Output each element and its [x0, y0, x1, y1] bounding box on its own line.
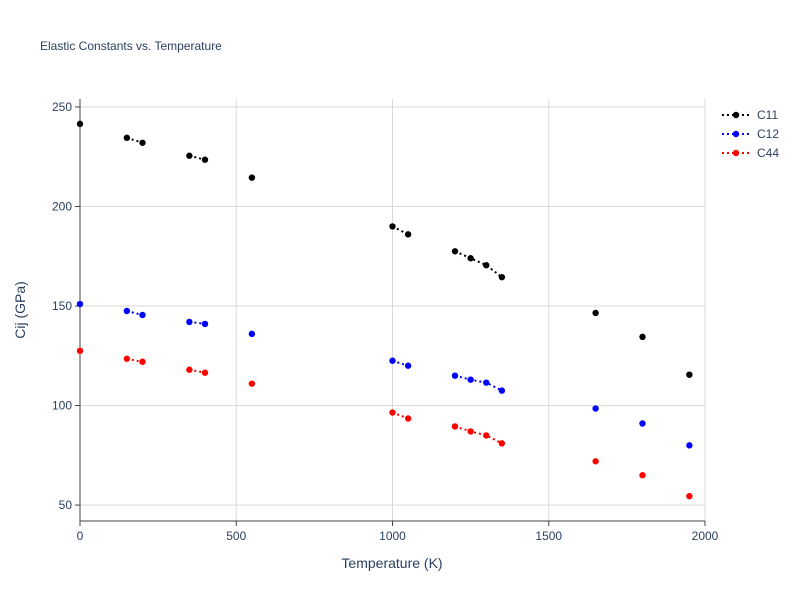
y-axis-title: Cij (GPa)	[12, 281, 28, 339]
data-point-c44[interactable]	[639, 472, 646, 479]
legend-label: C12	[757, 127, 779, 141]
data-point-c12[interactable]	[639, 420, 646, 427]
legend-label: C11	[757, 108, 778, 122]
data-point-c11[interactable]	[389, 223, 396, 230]
data-point-c12[interactable]	[76, 300, 84, 308]
data-point-c44[interactable]	[123, 355, 131, 362]
chart-title: Elastic Constants vs. Temperature	[40, 39, 222, 53]
data-point-c44[interactable]	[186, 366, 193, 373]
legend-label: C44	[757, 146, 779, 160]
series-c12	[76, 300, 693, 449]
data-point-c12[interactable]	[404, 362, 412, 369]
legend-item-c44[interactable]: C44	[722, 146, 779, 160]
y-tick-label: 150	[52, 299, 72, 313]
data-point-c11[interactable]	[639, 333, 646, 341]
data-point-c12[interactable]	[592, 405, 599, 412]
data-point-c11[interactable]	[201, 156, 209, 163]
data-point-c44[interactable]	[686, 492, 693, 500]
data-point-c12[interactable]	[686, 442, 693, 449]
data-point-c44[interactable]	[201, 369, 209, 376]
x-tick-label: 0	[77, 529, 84, 543]
axes: 0 500 1000 1500 2000 50 100 150 200 250	[52, 99, 719, 543]
data-point-c12[interactable]	[186, 318, 193, 326]
data-point-c11[interactable]	[592, 309, 599, 317]
y-tick-label: 100	[52, 399, 72, 413]
x-tick-label: 1000	[379, 529, 406, 543]
data-point-c11[interactable]	[248, 174, 256, 181]
x-tick-label: 2000	[692, 529, 719, 543]
series-layer	[76, 120, 693, 500]
x-axis-title: Temperature (K)	[341, 555, 442, 571]
legend-item-c11[interactable]: C11	[722, 108, 778, 122]
data-point-c11[interactable]	[498, 273, 506, 281]
x-tick-label: 1500	[535, 529, 562, 543]
data-point-c12[interactable]	[123, 307, 131, 315]
series-c11	[76, 120, 693, 378]
data-point-c11[interactable]	[186, 152, 193, 159]
data-point-c11[interactable]	[123, 134, 131, 142]
legend[interactable]: C11 C12 C44	[722, 108, 779, 160]
grid	[80, 99, 706, 521]
series-c44	[76, 347, 693, 500]
series-line-c11	[454, 250, 503, 278]
data-point-c44[interactable]	[592, 458, 599, 465]
data-point-c11[interactable]	[467, 255, 474, 262]
data-point-c12[interactable]	[451, 372, 459, 379]
data-point-c44[interactable]	[248, 380, 256, 387]
data-point-c12[interactable]	[498, 387, 506, 394]
x-tick-label: 500	[226, 529, 246, 543]
data-point-c12[interactable]	[467, 376, 474, 383]
y-tick-label: 250	[52, 100, 72, 114]
data-point-c12[interactable]	[389, 357, 396, 364]
data-point-c44[interactable]	[76, 347, 84, 355]
data-point-c11[interactable]	[686, 371, 693, 378]
series-line-c44	[454, 425, 503, 445]
data-point-c11[interactable]	[451, 248, 459, 255]
data-point-c44[interactable]	[389, 409, 396, 416]
y-tick-label: 200	[52, 199, 72, 213]
legend-swatch-marker	[732, 130, 740, 138]
data-point-c12[interactable]	[248, 330, 256, 338]
y-tick-label: 50	[59, 498, 73, 512]
series-line-c12	[454, 374, 503, 392]
data-point-c12[interactable]	[139, 311, 146, 319]
data-point-c44[interactable]	[483, 432, 490, 439]
data-point-c11[interactable]	[76, 120, 84, 128]
data-point-c44[interactable]	[467, 428, 474, 435]
data-point-c44[interactable]	[498, 440, 506, 447]
data-point-c11[interactable]	[404, 231, 412, 238]
data-point-c44[interactable]	[139, 358, 146, 365]
data-point-c11[interactable]	[139, 139, 146, 146]
data-point-c44[interactable]	[404, 415, 412, 422]
legend-swatch-marker	[732, 111, 740, 119]
data-point-c12[interactable]	[483, 379, 490, 386]
legend-item-c12[interactable]: C12	[722, 127, 779, 141]
data-point-c44[interactable]	[451, 423, 459, 430]
legend-swatch-marker	[732, 149, 740, 157]
data-point-c12[interactable]	[201, 320, 209, 328]
data-point-c11[interactable]	[483, 262, 490, 269]
